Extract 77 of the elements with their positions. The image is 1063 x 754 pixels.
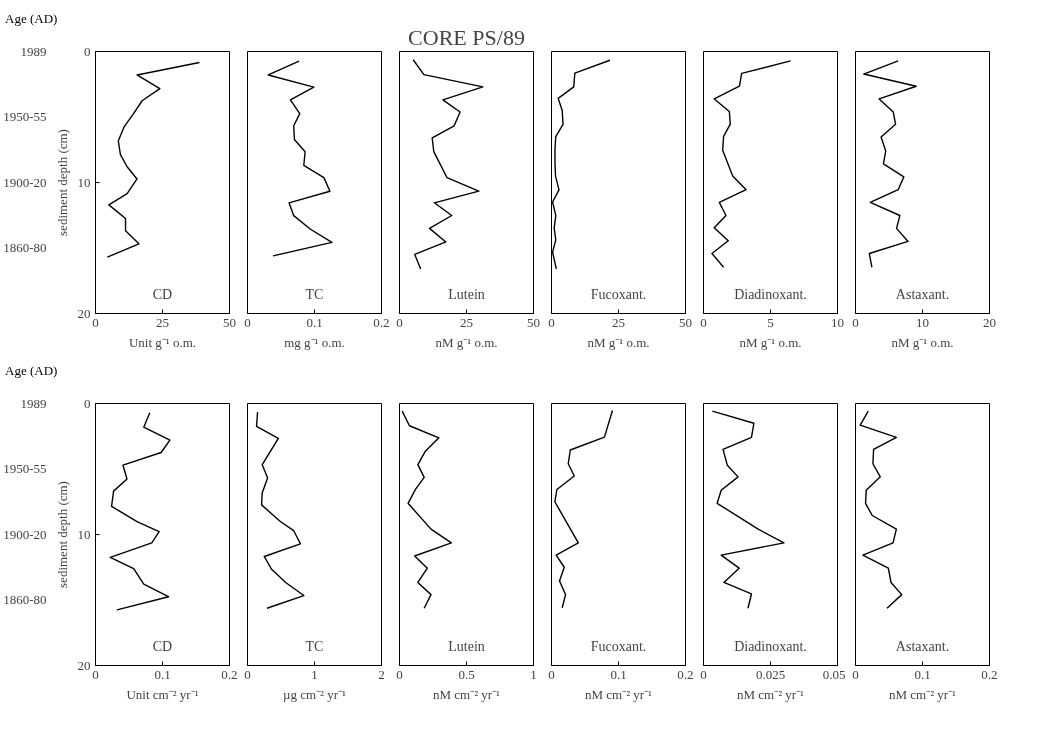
annotation: Fucoxant. [590, 638, 647, 654]
x-tick-label: 25 [156, 314, 169, 330]
x-axis-title: nM g⁻¹ o.m. [891, 334, 954, 350]
y-tick-label: 10 [77, 526, 91, 542]
x-axis-title: µg cm⁻² yr⁻¹ [283, 686, 347, 702]
x-tick-label: 1 [530, 666, 537, 682]
x-tick-label: 0 [396, 666, 403, 682]
x-axis-title: nM g⁻¹ o.m. [435, 334, 498, 350]
x-tick-label: 20 [983, 314, 996, 330]
x-tick-label: 25 [460, 314, 473, 330]
x-tick-label: 0.1 [154, 666, 171, 682]
x-tick-label: 0.1 [306, 314, 323, 330]
y-tick-label: 0 [84, 395, 91, 411]
line-series [109, 411, 171, 611]
x-tick-label: 0.5 [458, 666, 475, 682]
x-axis-title: nM g⁻¹ o.m. [587, 334, 650, 350]
x-tick-label: 10 [916, 314, 929, 330]
chart-title: CORE PS/89 [408, 24, 525, 50]
x-tick-label: 0.2 [677, 666, 694, 682]
x-tick-label: 0.025 [755, 666, 786, 682]
y-axis-title: sediment depth (cm) [54, 129, 70, 236]
x-axis-title: nM cm⁻² yr⁻¹ [888, 686, 957, 702]
x-tick-label: 0 [852, 314, 859, 330]
x-tick-label: 1 [311, 666, 318, 682]
x-axis-title: nM g⁻¹ o.m. [739, 334, 802, 350]
x-tick-label: 50 [527, 314, 540, 330]
annotation: CD [152, 638, 173, 654]
x-tick-label: 2 [378, 666, 385, 682]
x-tick-label: 0 [244, 314, 251, 330]
x-tick-label: 0.2 [981, 666, 998, 682]
annotation: Fucoxant. [590, 286, 647, 302]
annotation: TC [305, 286, 324, 302]
y2-axis-title: Age (AD) [5, 362, 58, 380]
x-tick-label: 5 [767, 314, 774, 330]
x-tick-label: 25 [612, 314, 625, 330]
annotation: TC [305, 638, 324, 654]
annotation: Diadinoxant. [734, 638, 807, 654]
x-tick-label: 0 [700, 314, 707, 330]
x-axis-title: mg g⁻¹ o.m. [284, 334, 345, 350]
text: 1900-20 [3, 174, 47, 190]
line-series [106, 61, 201, 258]
x-axis-title: Unit cm⁻² yr⁻¹ [126, 686, 199, 702]
annotation: Lutein [448, 286, 485, 302]
x-tick-label: 0.2 [221, 666, 238, 682]
text: 1950-55 [3, 109, 47, 124]
annotation: CD [152, 286, 173, 302]
x-axis-title: nM cm⁻² yr⁻¹ [584, 686, 653, 702]
x-axis-title: nM cm⁻² yr⁻¹ [736, 686, 805, 702]
x-tick-label: 0 [396, 314, 403, 330]
x-tick-label: 50 [679, 314, 692, 330]
x-tick-label: 0 [700, 666, 707, 682]
text: 1950-55 [3, 461, 47, 476]
x-tick-label: 0 [852, 666, 859, 682]
x-tick-label: 0.1 [610, 666, 627, 682]
text: 1900-20 [3, 526, 47, 542]
x-tick-label: 0.05 [822, 666, 846, 682]
text: 1989 [20, 43, 47, 59]
x-axis-title: Unit g⁻¹ o.m. [128, 334, 197, 350]
text: 1860-80 [3, 240, 47, 255]
x-tick-label: 0 [244, 666, 251, 682]
x-tick-label: 0 [548, 314, 555, 330]
text: 1860-80 [3, 592, 47, 607]
x-tick-label: 50 [223, 314, 236, 330]
x-tick-label: 10 [831, 314, 844, 330]
text: 1989 [20, 395, 47, 411]
y-axis-title: sediment depth (cm) [54, 481, 70, 588]
x-tick-label: 0.2 [373, 314, 390, 330]
annotation: Astaxant. [895, 638, 950, 654]
x-tick-label: 0.1 [914, 666, 931, 682]
x-axis-title: nM cm⁻² yr⁻¹ [432, 686, 501, 702]
annotation: Astaxant. [895, 286, 950, 302]
annotation: Lutein [448, 638, 485, 654]
y-tick-label: 0 [84, 43, 91, 59]
annotation: Diadinoxant. [734, 286, 807, 302]
y2-axis-title: Age (AD) [5, 10, 58, 28]
y-tick-label: 10 [77, 174, 91, 190]
x-tick-label: 0 [548, 666, 555, 682]
